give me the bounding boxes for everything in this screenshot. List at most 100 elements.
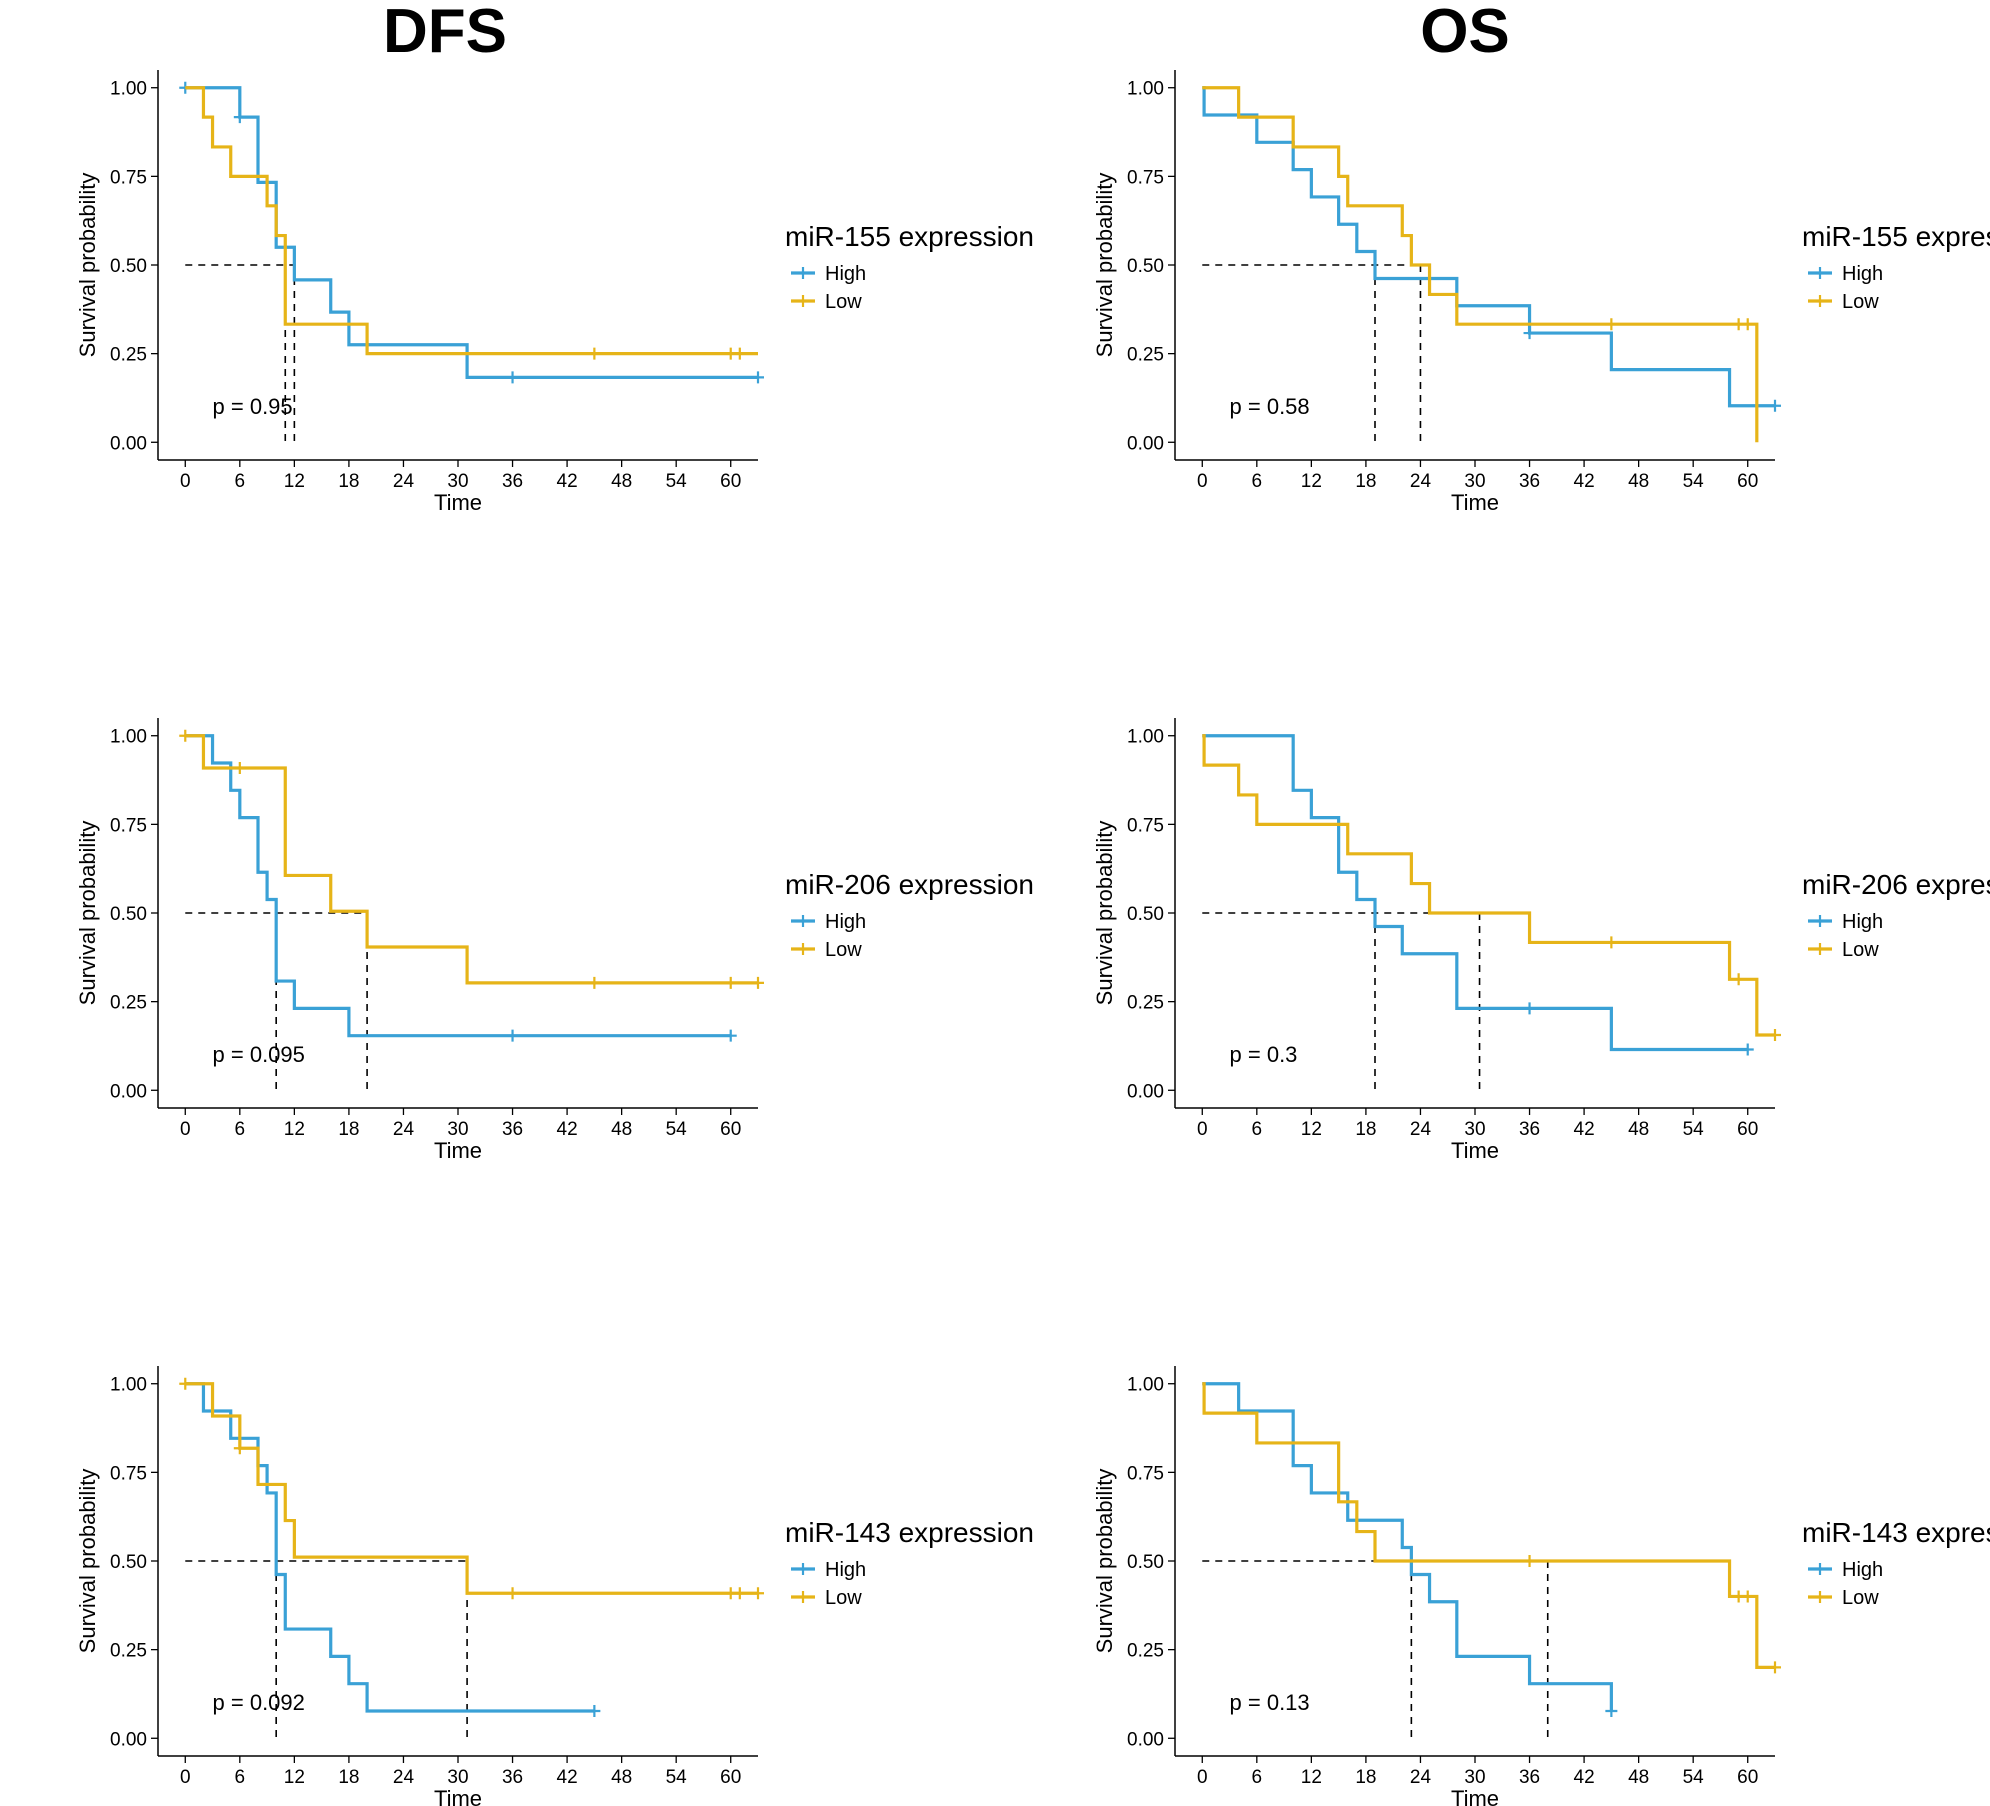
chart-3-x-tick-label: 18 [1355,1119,1376,1140]
chart-0-x-tick-label: 54 [666,471,688,492]
chart-3-y-tick-label: 0.25 [1127,993,1164,1014]
chart-5-series-low-censor-mark [1741,1590,1754,1603]
chart-3-series-high-curve [1202,734,1748,1052]
chart-3-y-axis-title: Survival probability [1092,821,1117,1006]
chart-4-series-low-curve [185,1382,758,1595]
chart-2-p-value: p = 0.095 [213,1042,305,1067]
chart-5-x-tick-label: 42 [1574,1767,1595,1788]
chart-3-p-value: p = 0.3 [1230,1042,1298,1067]
chart-3-series-high-censor-mark [1523,1002,1536,1015]
chart-1-x-tick-label: 42 [1574,471,1595,492]
chart-0-x-axis-title: Time [434,490,482,515]
chart-3-y-tick-label: 1.00 [1127,727,1164,748]
chart-5-y-tick-label: 0.00 [1127,1729,1164,1750]
chart-0-y-tick-label: 0.75 [110,167,147,188]
chart-1-x-tick-label: 30 [1464,471,1485,492]
chart-0-x-tick-label: 48 [611,471,632,492]
chart-1-x-tick-label: 54 [1683,471,1705,492]
chart-0-legend-high-label: High [825,263,866,285]
chart-1-x-axis-title: Time [1451,490,1499,515]
chart-2-y-tick-label: 0.75 [110,815,147,836]
chart-3-y-tick-label: 0.00 [1127,1081,1164,1102]
chart-1-y-tick-label: 0.50 [1127,256,1164,277]
chart-3-series-low-censor-mark [1769,1028,1781,1041]
chart-2-series-low-censor-mark [233,761,246,774]
chart-4-legend-low-label: Low [825,1587,862,1609]
chart-0-x-tick-label: 60 [720,471,741,492]
chart-2-panel: 0 6 12 18 24 30 36 42 48 54 60 0.00 0.25 0.50 0.75 1.00… [75,718,1034,1163]
chart-4-y-tick-label: 0.75 [110,1463,147,1484]
chart-3-x-tick-label: 30 [1464,1119,1485,1140]
chart-0-y-tick-label: 0.00 [110,433,147,454]
chart-1-series-low-censor-mark [1605,318,1618,331]
chart-1-y-tick-label: 0.25 [1127,345,1164,366]
chart-5-series-low-censor-mark [1523,1555,1536,1567]
chart-5-x-tick-label: 0 [1197,1767,1208,1788]
chart-5-series-high-curve [1202,1382,1613,1711]
chart-5-legend-high-label: High [1842,1559,1883,1581]
chart-3-legend-title: miR-206 expression [1802,869,1990,900]
chart-5-x-tick-label: 6 [1252,1767,1263,1788]
chart-4-x-tick-label: 6 [235,1767,246,1788]
chart-2-x-tick-label: 54 [666,1119,688,1140]
chart-2-y-tick-label: 1.00 [110,727,147,748]
chart-5-legend-low-label: Low [1842,1587,1879,1609]
chart-1-series-low-curve [1202,86,1759,443]
chart-3-series-low-censor-mark [1605,936,1618,949]
chart-1-series-high-curve [1202,86,1775,408]
chart-0-series-high-censor-mark [506,371,519,384]
chart-1-legend-low-label: Low [1842,291,1879,313]
chart-5-x-axis-title: Time [1451,1786,1499,1806]
chart-0-x-tick-label: 18 [338,471,359,492]
chart-0-y-tick-label: 0.25 [110,345,147,366]
chart-0-x-tick-label: 24 [393,471,415,492]
chart-4-series-low-censor-mark [506,1587,519,1600]
chart-4-series-low-censor-mark [233,1442,246,1455]
chart-1-x-tick-label: 12 [1301,471,1322,492]
chart-0-x-tick-label: 6 [235,471,246,492]
chart-4-series-low-censor-mark [179,1377,192,1390]
chart-2-series-low-censor-mark [752,976,764,989]
chart-0-x-tick-label: 12 [284,471,305,492]
chart-2-y-tick-label: 0.50 [110,904,147,925]
chart-1-x-tick-label: 18 [1355,471,1376,492]
column-title-os: OS [1420,0,1510,66]
chart-4-panel: 0 6 12 18 24 30 36 42 48 54 60 0.00 0.25 0.50 0.75 1.00… [75,1366,1034,1806]
chart-0-x-tick-label: 30 [447,471,468,492]
chart-5-x-tick-label: 54 [1683,1767,1705,1788]
chart-2-series-high-censor-mark [506,1029,519,1042]
chart-0-series-high-censor-mark [752,371,764,384]
chart-4-series-high-censor-mark [588,1704,601,1717]
chart-0-x-tick-label: 42 [557,471,578,492]
chart-5-y-tick-label: 0.50 [1127,1552,1164,1573]
chart-2-x-tick-label: 18 [338,1119,359,1140]
chart-3-x-tick-label: 0 [1197,1119,1208,1140]
chart-2-x-tick-label: 6 [235,1119,246,1140]
chart-4-y-axis-title: Survival probability [75,1469,100,1654]
chart-0-legend-title: miR-155 expression [785,221,1034,252]
chart-4-x-tick-label: 42 [557,1767,578,1788]
chart-4-series-low-censor-mark [733,1587,746,1600]
chart-2-x-tick-label: 42 [557,1119,578,1140]
chart-4-x-tick-label: 30 [447,1767,468,1788]
chart-4-y-tick-label: 0.25 [110,1641,147,1662]
chart-3-x-tick-label: 24 [1410,1119,1432,1140]
chart-4-x-axis-title: Time [434,1786,482,1806]
chart-5-p-value: p = 0.13 [1230,1690,1310,1715]
chart-5-x-tick-label: 30 [1464,1767,1485,1788]
chart-5-y-axis-title: Survival probability [1092,1469,1117,1654]
chart-2-series-low-curve [185,734,758,985]
chart-3-panel: 0 6 12 18 24 30 36 42 48 54 60 0.00 0.25 0.50 0.75 1.00… [1092,718,1990,1163]
chart-2-x-axis-title: Time [434,1138,482,1163]
chart-5-x-tick-label: 48 [1628,1767,1649,1788]
chart-4-x-tick-label: 0 [180,1767,191,1788]
chart-3-x-tick-label: 54 [1683,1119,1705,1140]
chart-0-legend-low-label: Low [825,291,862,313]
chart-5-x-tick-label: 60 [1737,1767,1758,1788]
chart-4-x-tick-label: 24 [393,1767,415,1788]
chart-2-legend-low-label: Low [825,939,862,961]
chart-1-legend-title: miR-155 expression [1802,221,1990,252]
chart-2-series-low-censor-mark [724,976,737,989]
chart-4-x-tick-label: 48 [611,1767,632,1788]
